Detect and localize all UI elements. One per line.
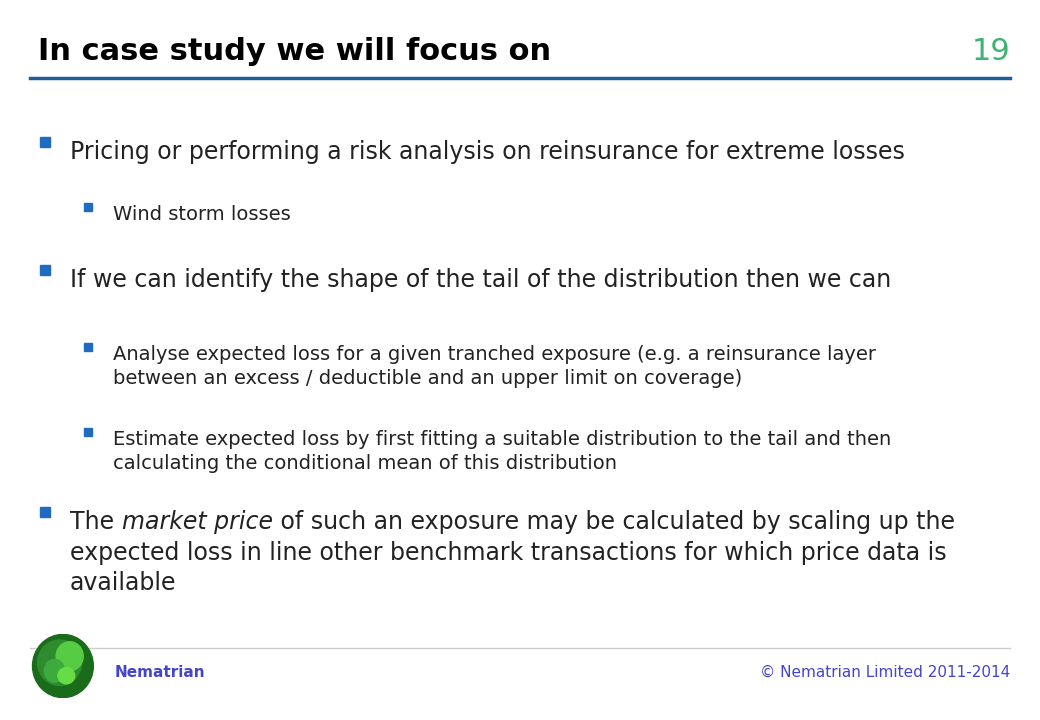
Text: Pricing or performing a risk analysis on reinsurance for extreme losses: Pricing or performing a risk analysis on… — [70, 140, 905, 164]
Ellipse shape — [32, 634, 94, 698]
Ellipse shape — [45, 660, 64, 683]
Text: 19: 19 — [971, 37, 1010, 66]
Text: The: The — [70, 510, 122, 534]
Text: If we can identify the shape of the tail of the distribution then we can: If we can identify the shape of the tail… — [70, 268, 891, 292]
Ellipse shape — [56, 642, 83, 671]
Ellipse shape — [37, 640, 81, 685]
Text: Wind storm losses: Wind storm losses — [113, 205, 291, 224]
Text: Estimate expected loss by first fitting a suitable distribution to the tail and : Estimate expected loss by first fitting … — [113, 430, 891, 473]
Text: expected loss in line other benchmark transactions for which price data is
avail: expected loss in line other benchmark tr… — [70, 510, 946, 595]
Text: © Nematrian Limited 2011-2014: © Nematrian Limited 2011-2014 — [760, 665, 1010, 680]
Text: In case study we will focus on: In case study we will focus on — [38, 37, 551, 66]
Text: of such an exposure may be calculated by scaling up the: of such an exposure may be calculated by… — [272, 510, 955, 534]
Text: Nematrian: Nematrian — [115, 665, 206, 680]
Text: Analyse expected loss for a given tranched exposure (e.g. a reinsurance layer
be: Analyse expected loss for a given tranch… — [113, 345, 876, 388]
Ellipse shape — [58, 667, 75, 684]
Text: market price: market price — [122, 510, 272, 534]
